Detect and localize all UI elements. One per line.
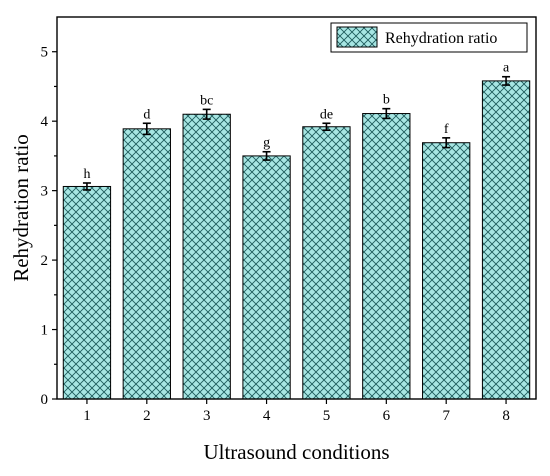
legend-swatch (336, 26, 378, 48)
error-bar-4 (262, 150, 271, 161)
significance-label-2: d (143, 107, 150, 122)
legend: Rehydration ratio (330, 22, 528, 53)
significance-label-4: g (263, 136, 270, 151)
significance-label-1: h (83, 167, 90, 182)
y-tick-label-5: 5 (41, 45, 49, 61)
x-tick-label-7: 7 (442, 408, 450, 424)
y-axis-title: Rehydration ratio (9, 134, 33, 282)
y-tick-label-0: 0 (41, 392, 49, 408)
bar-7 (422, 142, 471, 400)
y-tick-label-2: 2 (41, 253, 49, 269)
bar-4 (242, 155, 291, 400)
legend-label: Rehydration ratio (385, 30, 497, 47)
bars-layer (62, 80, 531, 400)
significance-label-7: f (444, 122, 449, 137)
y-tick-label-1: 1 (41, 323, 49, 339)
y-tick-label-4: 4 (41, 114, 49, 130)
bar-5 (302, 126, 351, 400)
significance-label-3: bc (200, 93, 213, 108)
bar-6 (362, 113, 411, 400)
significance-labels-layer: h d bc g de b f a (83, 61, 510, 182)
x-tick-label-1: 1 (83, 408, 91, 424)
bar-3 (182, 113, 231, 400)
bar-8 (481, 80, 531, 400)
error-bar-2 (142, 122, 151, 136)
x-axis-title: Ultrasound conditions (203, 440, 389, 464)
error-bar-3 (202, 108, 211, 120)
error-bar-6 (382, 107, 391, 120)
bar-1 (62, 185, 112, 400)
significance-label-8: a (503, 61, 510, 76)
x-tick-label-2: 2 (143, 408, 151, 424)
x-tick-label-4: 4 (263, 408, 271, 424)
error-bar-8 (502, 75, 511, 86)
error-bar-7 (442, 137, 451, 149)
significance-label-5: de (320, 107, 333, 122)
error-bar-5 (322, 122, 331, 132)
y-tick-label-3: 3 (41, 184, 49, 200)
y-axis-ticks: 0 1 2 3 4 5 (41, 45, 57, 408)
plot-frame (56, 16, 537, 400)
x-axis-ticks: 1 2 3 4 5 6 7 8 (83, 399, 510, 424)
error-bars-layer (82, 75, 511, 191)
x-tick-label-3: 3 (203, 408, 211, 424)
bar-2 (122, 128, 171, 400)
x-tick-label-5: 5 (323, 408, 331, 424)
significance-label-6: b (383, 93, 390, 108)
x-tick-label-8: 8 (502, 408, 510, 424)
x-tick-label-6: 6 (383, 408, 391, 424)
error-bar-1 (82, 182, 91, 191)
